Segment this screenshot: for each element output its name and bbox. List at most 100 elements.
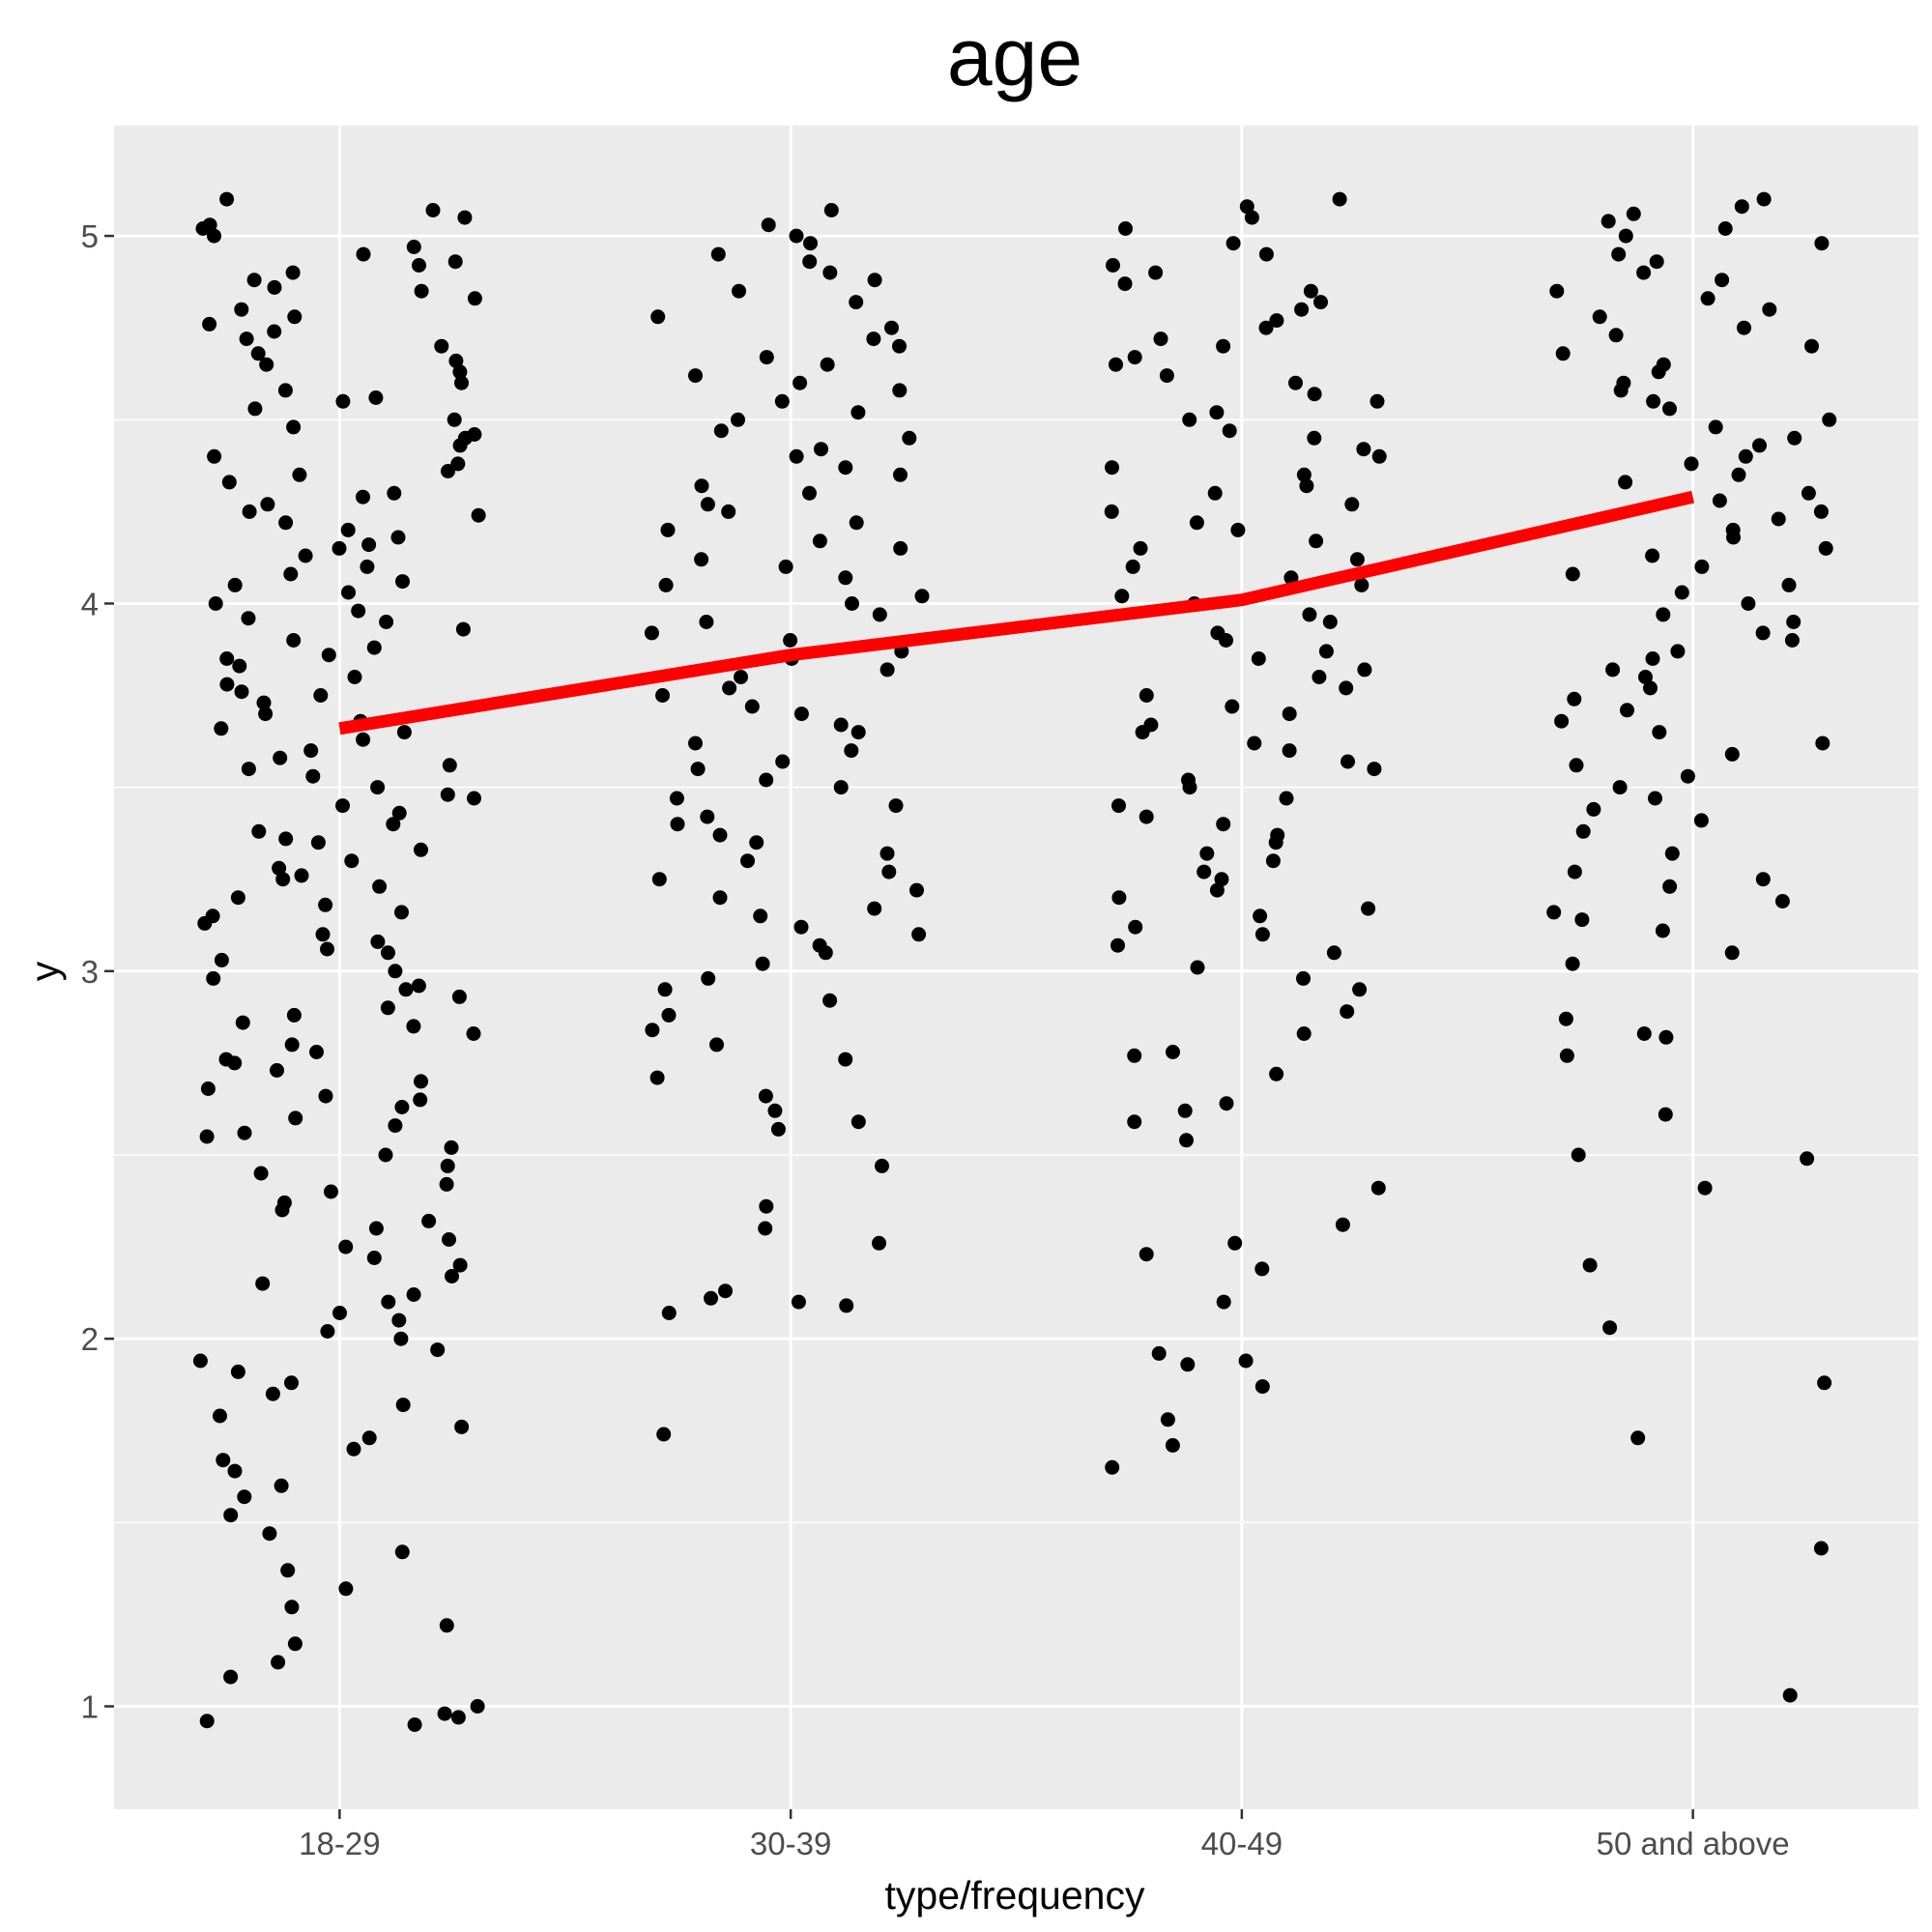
data-point [649, 1070, 665, 1085]
data-point [1177, 1103, 1193, 1118]
data-point [351, 603, 366, 619]
data-point [324, 1184, 338, 1199]
data-point [451, 989, 467, 1004]
data-point [414, 283, 429, 299]
data-point [1618, 228, 1633, 244]
data-point [1151, 1345, 1167, 1361]
data-point [1312, 670, 1327, 684]
data-point [470, 1699, 485, 1714]
data-point [467, 291, 482, 306]
data-point [1734, 199, 1749, 215]
data-point [1575, 823, 1591, 839]
data-point [278, 831, 294, 847]
data-point [1244, 210, 1259, 225]
data-point [1662, 401, 1677, 417]
data-point [818, 945, 833, 961]
panel-background [114, 126, 1918, 1809]
data-point [833, 717, 849, 733]
data-point [286, 633, 302, 648]
data-point [1111, 798, 1126, 814]
data-point [448, 353, 464, 368]
data-point [192, 1353, 208, 1369]
data-point [262, 1526, 277, 1542]
data-point [1227, 1235, 1243, 1251]
data-point [241, 611, 256, 626]
data-point [340, 522, 356, 537]
data-point [437, 1706, 452, 1721]
data-point [445, 1269, 459, 1283]
data-point [219, 191, 235, 207]
data-point [778, 559, 793, 574]
data-point [722, 680, 737, 696]
data-point [267, 279, 282, 295]
data-point [1755, 872, 1771, 887]
data-point [1645, 651, 1660, 666]
data-point [851, 1114, 866, 1130]
data-point [1251, 651, 1266, 666]
data-point [394, 1544, 410, 1560]
x-axis: 18-29 30-39 40-49 50 and above [299, 1809, 1790, 1861]
data-point [669, 791, 684, 806]
data-point [1658, 1029, 1674, 1045]
data-point [1159, 368, 1174, 384]
points-40-49 [1104, 191, 1387, 1475]
data-point [1226, 236, 1241, 251]
data-point [253, 1166, 269, 1181]
data-point [803, 236, 818, 251]
data-point [1269, 1066, 1284, 1081]
data-point [387, 485, 402, 501]
data-point [398, 982, 414, 997]
data-point [1693, 813, 1709, 828]
data-point [1726, 530, 1741, 545]
data-point [1354, 577, 1370, 592]
data-point [1680, 768, 1695, 784]
data-point [872, 607, 887, 622]
data-point [884, 320, 899, 335]
data-point [393, 1331, 409, 1346]
data-point [441, 464, 455, 478]
data-point [909, 882, 924, 898]
data-point [1782, 1687, 1798, 1703]
data-point [812, 533, 827, 549]
data-point [656, 1427, 672, 1442]
data-point [368, 390, 384, 405]
data-point [1225, 699, 1240, 714]
data-point [783, 633, 798, 648]
data-point [1712, 493, 1727, 508]
data-point [651, 872, 667, 887]
y-axis-title: y [22, 961, 67, 981]
data-point [1104, 504, 1119, 519]
data-point [658, 577, 674, 592]
data-point [699, 615, 714, 629]
data-point [332, 540, 347, 556]
data-point [425, 203, 441, 217]
data-point [318, 1088, 333, 1104]
data-point [1288, 375, 1303, 390]
data-point [1662, 879, 1678, 894]
data-point [235, 1015, 250, 1030]
data-point [1618, 475, 1633, 490]
data-point [1332, 191, 1347, 207]
data-point [388, 1118, 403, 1134]
data-point [213, 1408, 227, 1424]
data-point [258, 706, 274, 722]
data-point [822, 265, 838, 280]
data-point [823, 203, 839, 217]
data-point [1813, 504, 1829, 519]
data-point [471, 507, 486, 523]
data-point [892, 383, 908, 398]
data-point [1670, 644, 1686, 659]
data-point [1549, 283, 1565, 299]
data-point [1771, 511, 1786, 527]
data-point [1238, 1353, 1254, 1369]
data-point [361, 1430, 377, 1446]
data-point [670, 817, 685, 832]
data-point [315, 927, 331, 942]
data-point [1307, 430, 1322, 446]
data-point [270, 1063, 284, 1078]
data-point [1608, 328, 1624, 343]
data-point [232, 658, 247, 674]
data-point [206, 970, 221, 986]
data-point [1254, 927, 1270, 942]
